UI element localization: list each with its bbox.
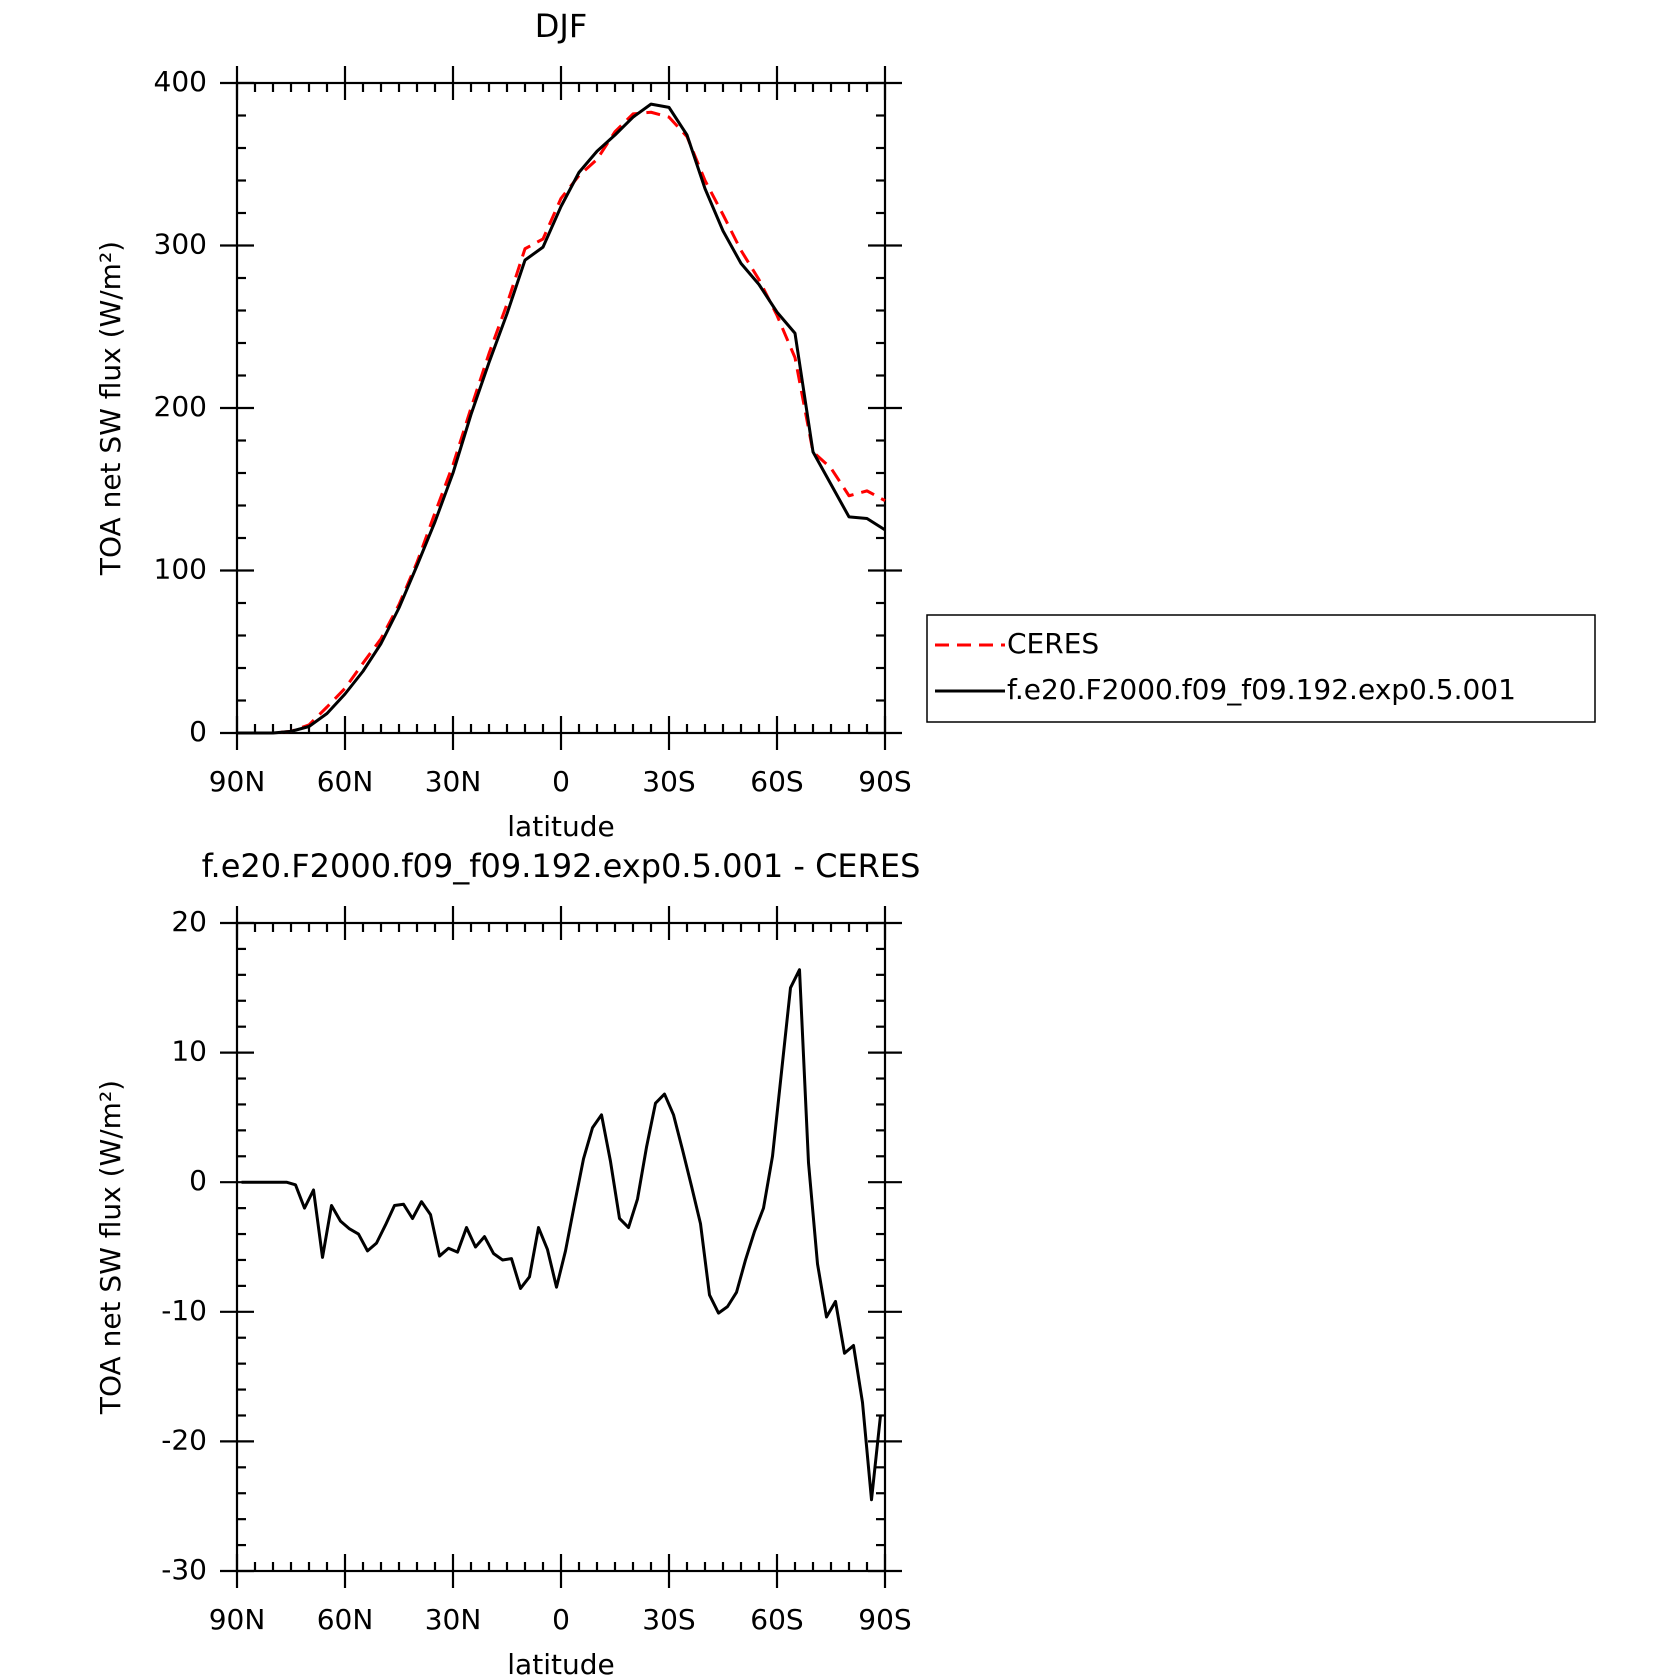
x-tick-label: 0 [552, 765, 570, 798]
y-tick-label: 100 [154, 553, 207, 586]
y-tick-label: 200 [154, 390, 207, 423]
x-tick-label: 0 [552, 1603, 570, 1636]
y-tick-label: 400 [154, 65, 207, 98]
chart-title: DJF [535, 7, 587, 45]
y-tick-label: 0 [189, 715, 207, 748]
y-tick-label: -20 [161, 1423, 207, 1456]
plot-frame [235, 921, 887, 1573]
legend-box [926, 614, 1596, 723]
legend-label: f.e20.F2000.f09_f09.192.exp0.5.001 [1007, 673, 1516, 706]
x-tick-label: 90N [209, 1603, 266, 1636]
y-tick-label: 300 [154, 228, 207, 261]
y-tick-label: -10 [161, 1294, 207, 1327]
y-tick-label: 0 [189, 1164, 207, 1197]
x-tick-label: 90S [858, 1603, 911, 1636]
x-axis-label: latitude [507, 1648, 614, 1680]
x-tick-label: 90S [858, 765, 911, 798]
y-tick-label: -30 [161, 1553, 207, 1586]
x-tick-label: 60N [317, 765, 374, 798]
x-tick-label: 90N [209, 765, 266, 798]
x-tick-label: 30N [425, 1603, 482, 1636]
y-tick-label: 20 [171, 905, 207, 938]
y-tick-label: 10 [171, 1035, 207, 1068]
x-tick-label: 30S [642, 1603, 695, 1636]
y-axis-label: TOA net SW flux (W/m²) [94, 1080, 127, 1415]
x-tick-label: 60N [317, 1603, 374, 1636]
data-line [237, 102, 886, 735]
plot-frame [235, 81, 887, 735]
x-tick-label: 60S [750, 1603, 803, 1636]
x-tick-label: 30N [425, 765, 482, 798]
data-line [237, 110, 886, 735]
chart-title: f.e20.F2000.f09_f09.192.exp0.5.001 - CER… [202, 847, 921, 885]
legend-label: CERES [1007, 627, 1099, 660]
x-tick-label: 30S [642, 765, 695, 798]
data-line [241, 968, 882, 1502]
y-axis-label: TOA net SW flux (W/m²) [94, 241, 127, 576]
x-axis-label: latitude [507, 810, 614, 843]
x-tick-label: 60S [750, 765, 803, 798]
